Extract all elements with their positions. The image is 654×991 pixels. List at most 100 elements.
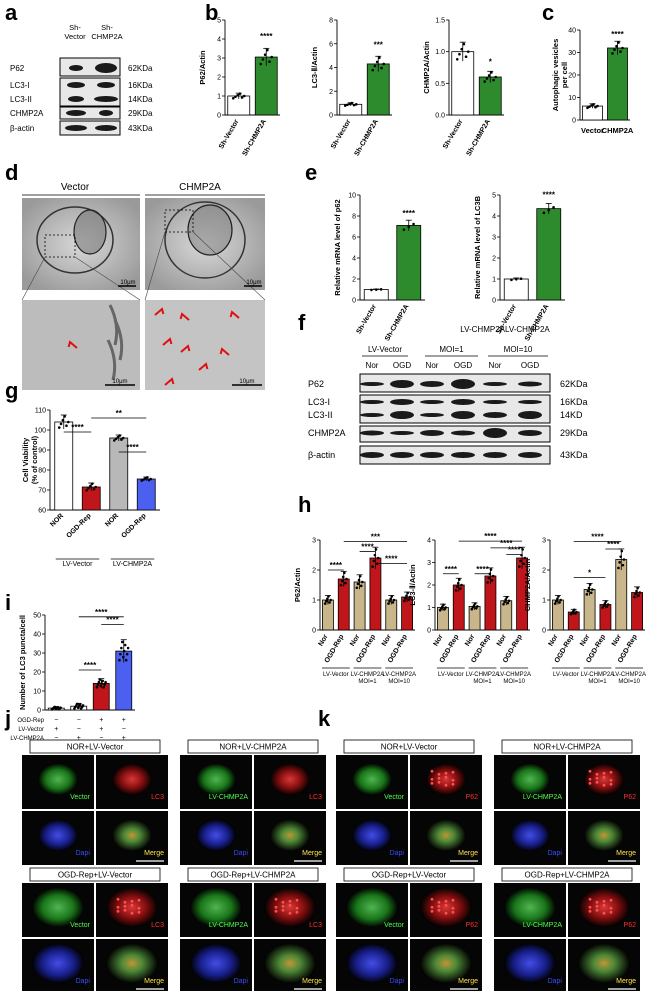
data-point <box>474 606 478 610</box>
blot-band <box>518 430 542 436</box>
data-point <box>57 426 61 429</box>
data-point <box>96 683 100 686</box>
data-point <box>124 658 128 662</box>
data-point <box>557 595 560 598</box>
significance-mark: * <box>489 57 493 66</box>
data-point <box>485 77 489 80</box>
panel-letter-b: b <box>205 0 218 25</box>
tile-label: P62 <box>624 922 637 929</box>
data-point <box>620 549 624 553</box>
puncta <box>602 783 606 787</box>
x-group-label: LV-CHMP2A <box>351 672 385 678</box>
puncta <box>288 899 292 903</box>
data-point <box>236 93 239 97</box>
blot-group-header: LV-CHMP2ALV-CHMP2A <box>460 325 550 334</box>
blot-lane-label: Nor <box>366 361 379 370</box>
cell-signal <box>346 887 398 928</box>
data-point <box>552 205 555 209</box>
data-point <box>601 606 604 609</box>
y-tick-label: 1 <box>492 277 496 284</box>
blot-row-label: LC3-I <box>10 81 30 90</box>
bar <box>136 478 156 511</box>
data-point <box>56 705 59 709</box>
y-tick-label: 10 <box>33 689 41 696</box>
blot-band <box>420 381 444 387</box>
puncta <box>444 911 448 915</box>
bar <box>109 437 129 511</box>
y-tick-label: 4 <box>352 256 356 263</box>
tile-label: Dapi <box>548 850 563 857</box>
sign-value: + <box>122 717 126 724</box>
x-group-label: LV-Vector <box>323 672 349 678</box>
data-point <box>487 576 491 580</box>
significance-mark: **** <box>543 191 556 200</box>
data-point <box>120 646 123 650</box>
data-point <box>391 601 395 604</box>
data-point <box>407 225 411 229</box>
data-point <box>372 559 376 563</box>
data-point <box>636 586 639 590</box>
data-point <box>466 50 470 53</box>
image-title-box <box>187 739 319 754</box>
tem-image-chmp2a-high <box>145 300 265 390</box>
data-point <box>102 685 105 689</box>
blot-box-lc3 <box>59 77 121 107</box>
blot-row-label: P62 <box>10 64 25 73</box>
data-point <box>373 64 377 68</box>
data-point <box>486 581 489 584</box>
puncta <box>437 780 441 784</box>
y-tick-label: 1.5 <box>435 18 445 25</box>
data-point <box>323 602 327 605</box>
y-tick-label: 10 <box>568 95 576 102</box>
cell-signal <box>190 887 242 928</box>
blot-size-label: 16KDa <box>560 397 588 407</box>
puncta <box>451 782 455 786</box>
red-arrow <box>67 340 78 349</box>
cell-signal <box>504 887 556 928</box>
sign-value: + <box>122 735 126 742</box>
data-point <box>592 102 595 106</box>
y-tick-label: 0 <box>312 628 316 635</box>
scale-bar-label: 10μm <box>246 280 261 286</box>
data-point <box>547 208 551 212</box>
x-tick-label: Nor <box>579 633 591 647</box>
nucleus <box>73 209 107 255</box>
cell-signal <box>510 763 550 796</box>
puncta <box>437 908 441 912</box>
data-point <box>553 602 557 605</box>
scale-bar-label: 10μm <box>120 280 135 286</box>
blot-band <box>95 63 117 73</box>
tile-label: LC3 <box>151 794 164 801</box>
data-point <box>97 680 101 684</box>
membrane-texture <box>106 339 117 381</box>
tile-label: Dapi <box>548 978 563 985</box>
x-tick-label: Nor <box>496 633 508 647</box>
y-tick-label: 8 <box>352 214 356 221</box>
y-axis-label: P62/Actin <box>293 567 302 602</box>
bar <box>363 289 389 301</box>
cell-signal <box>264 887 316 928</box>
x-tick-label: Sh-Vector <box>356 303 379 335</box>
data-point <box>388 599 391 603</box>
data-point <box>326 597 329 601</box>
data-point <box>85 488 89 492</box>
data-point <box>59 422 63 426</box>
data-point <box>613 48 616 52</box>
y-tick-label: 0.0 <box>435 113 445 120</box>
data-point <box>519 277 523 281</box>
y-tick-label: 1 <box>217 94 221 101</box>
cell-signal <box>196 819 236 852</box>
data-point <box>375 60 379 64</box>
blot-band <box>390 399 414 405</box>
data-point <box>112 439 116 442</box>
data-point <box>617 41 620 44</box>
data-point <box>637 594 641 597</box>
y-tick-label: 5 <box>492 193 496 200</box>
x-tick-label: Nor <box>433 633 445 647</box>
blot-lane-label: OGD <box>393 361 411 370</box>
image-title-box <box>187 867 319 882</box>
data-point <box>619 555 622 558</box>
chart-b2: 0 2 4 6 8 LC3-Ⅱ/Actin Sh-Vector Sh-CHMP2A <box>310 18 392 157</box>
data-point <box>266 48 269 52</box>
tile-label: LC3 <box>309 794 322 801</box>
